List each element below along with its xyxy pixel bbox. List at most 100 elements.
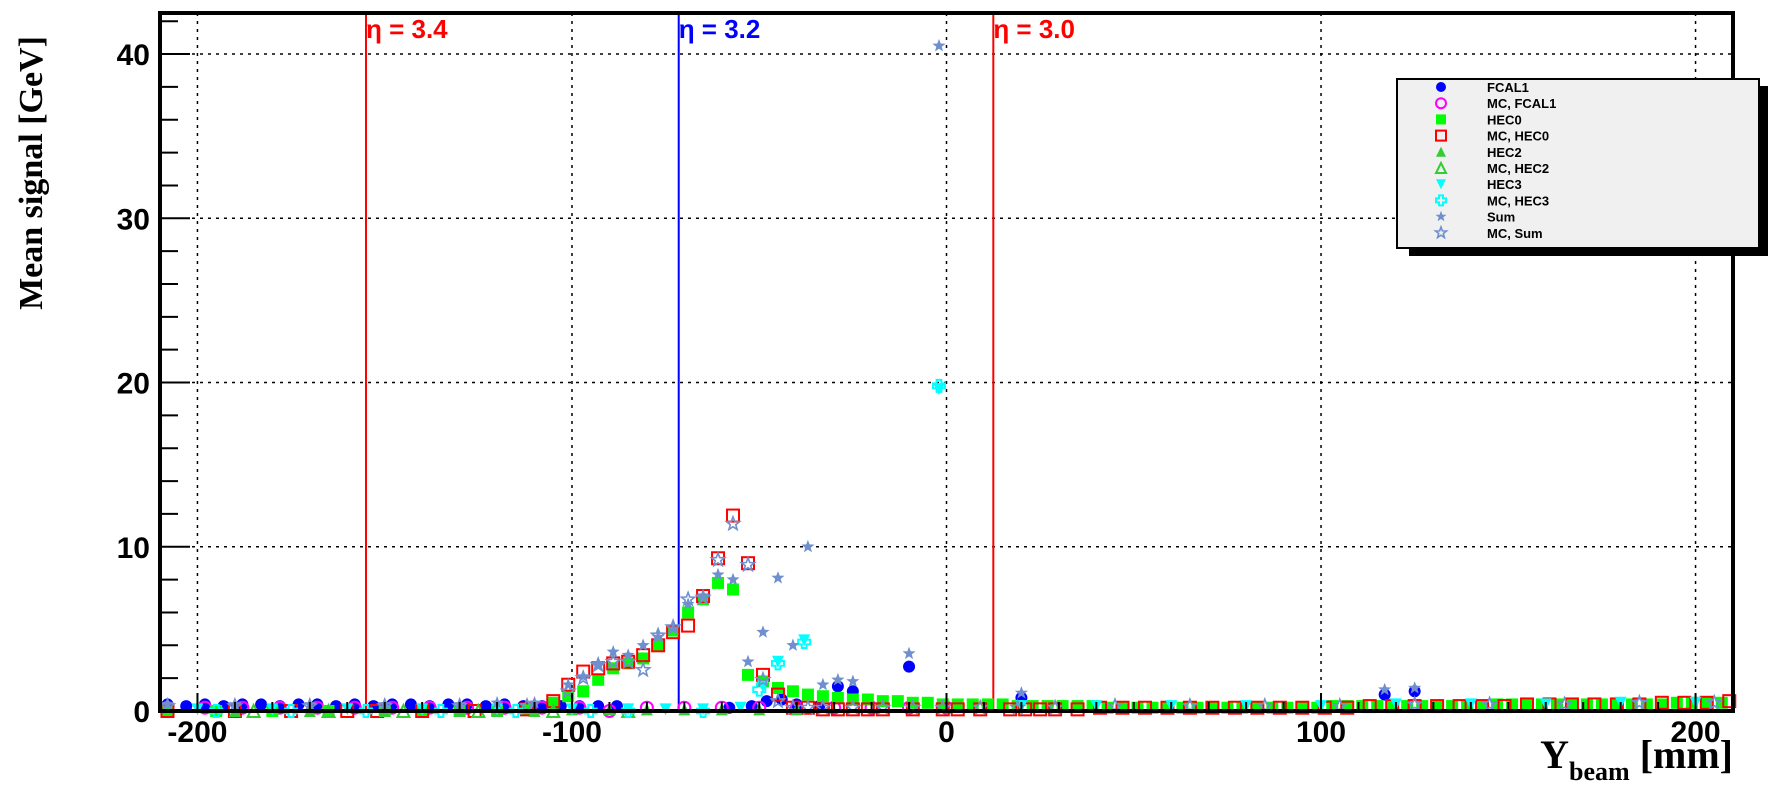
point-mc-hec3	[508, 704, 523, 718]
point-mc-hec0	[1677, 695, 1692, 710]
point-mc-sum	[649, 626, 667, 643]
point-mc-hec0	[1272, 700, 1287, 715]
point-sum	[741, 654, 755, 668]
legend-marker-mc-fcal1	[1435, 97, 1447, 110]
eta-label: η = 3.4	[366, 14, 448, 44]
legend-label-fcal1: FCAL1	[1487, 80, 1529, 95]
x-tick-label: -200	[167, 716, 227, 749]
point-mc-sum	[754, 670, 772, 688]
point-mc-sum	[1405, 695, 1424, 712]
point-hec0	[816, 690, 829, 703]
point-mc-sum	[724, 514, 742, 532]
point-mc-sum	[664, 617, 682, 635]
point-mc-sum	[1705, 693, 1723, 711]
point-mc-hec3	[358, 704, 373, 718]
point-fcal1	[255, 698, 268, 711]
point-sum	[1378, 682, 1392, 696]
point-mc-hec3	[583, 704, 598, 718]
point-sum	[1014, 686, 1028, 699]
point-hec0	[1700, 696, 1713, 709]
point-hec0	[996, 698, 1009, 711]
point-sum	[651, 630, 665, 643]
point-sum	[786, 638, 800, 651]
point-fcal1	[760, 695, 773, 708]
legend-marker-sum	[1435, 210, 1447, 222]
x-axis-label-unit: [mm]	[1640, 732, 1733, 777]
eta-lines: η = 3.4 η = 3.2 η = 3.0	[364, 13, 1075, 711]
eta-label: η = 3.0	[993, 14, 1075, 44]
point-mc-hec0	[1295, 700, 1310, 715]
point-hec0	[727, 583, 740, 596]
point-mc-hec0	[1340, 700, 1355, 715]
legend-label-hec0: HEC0	[1487, 112, 1522, 127]
point-sum	[756, 625, 770, 638]
point-sum	[771, 571, 785, 584]
point-mc-hec0	[1227, 700, 1242, 715]
legend-marker-hec3	[1436, 179, 1446, 190]
x-tick-label: 200	[1671, 716, 1721, 749]
point-sum	[711, 567, 725, 581]
point-mc-sum	[619, 652, 637, 670]
point-hec0	[891, 695, 904, 708]
y-tick-label: 30	[117, 203, 150, 236]
legend-marker-fcal1	[1436, 82, 1446, 92]
point-sum	[1408, 681, 1422, 694]
point-sum	[846, 674, 860, 687]
series-sum	[160, 38, 1422, 710]
point-mc-sum	[1630, 693, 1649, 711]
point-mc-sum	[559, 682, 577, 699]
point-hec0	[921, 696, 934, 709]
point-sum	[160, 697, 175, 710]
point-mc-sum	[769, 691, 787, 709]
point-fcal1	[442, 698, 455, 711]
point-mc-sum	[1555, 695, 1574, 712]
point-mc-hec0	[681, 618, 696, 633]
legend-marker-mc-hec3	[1435, 194, 1447, 207]
point-hec0	[1670, 696, 1683, 709]
legend-label-mc-sum: MC, Sum	[1487, 226, 1543, 241]
point-mc-hec3	[770, 656, 785, 671]
point-mc-sum	[694, 588, 712, 606]
point-mc-sum	[574, 669, 592, 686]
point-hec0	[1595, 698, 1608, 711]
x-tick-label: 100	[1296, 716, 1346, 749]
point-hec0	[712, 576, 725, 589]
point-hec0	[801, 688, 814, 701]
x-axis-label: Ybeam [mm]	[1540, 732, 1733, 786]
legend-marker-hec0	[1436, 114, 1446, 125]
point-hec0	[1715, 696, 1728, 709]
point-hec0	[592, 673, 605, 686]
point-sum	[576, 669, 590, 683]
point-mc-hec3	[209, 704, 224, 718]
y-tick-label: 20	[117, 368, 150, 401]
point-mc-hec0	[726, 508, 741, 523]
axis-ticks	[159, 20, 1734, 712]
point-hec0	[786, 685, 799, 698]
point-mc-hec0	[1205, 700, 1220, 715]
point-mc-hec3	[433, 704, 448, 718]
series-mc-hec0	[160, 508, 1737, 718]
point-sum	[666, 622, 680, 635]
legend-label-mc-fcal1: MC, FCAL1	[1487, 96, 1556, 111]
legend-marker-hec2	[1436, 146, 1446, 157]
legend-label-hec3: HEC3	[1487, 177, 1522, 192]
y-tick-label: 40	[117, 39, 150, 72]
point-mc-hec0	[1182, 700, 1197, 715]
legend-marker-mc-sum	[1433, 224, 1449, 240]
grid	[160, 13, 1733, 711]
y-tick-label: 0	[133, 696, 150, 729]
point-hec0	[831, 691, 844, 704]
point-mc-hec0	[1250, 700, 1265, 715]
x-axis-label-main: Y	[1540, 732, 1569, 777]
point-mc-hec0	[1115, 700, 1130, 715]
legend-label-mc-hec2: MC, HEC2	[1487, 161, 1549, 176]
point-mc-hec0	[770, 687, 785, 702]
point-mc-hec0	[1654, 695, 1669, 710]
point-hec3	[933, 383, 946, 396]
legend-label-hec2: HEC2	[1487, 145, 1522, 160]
point-mc-hec0	[1699, 695, 1714, 710]
point-hec0	[742, 668, 755, 681]
point-sum	[801, 539, 815, 553]
